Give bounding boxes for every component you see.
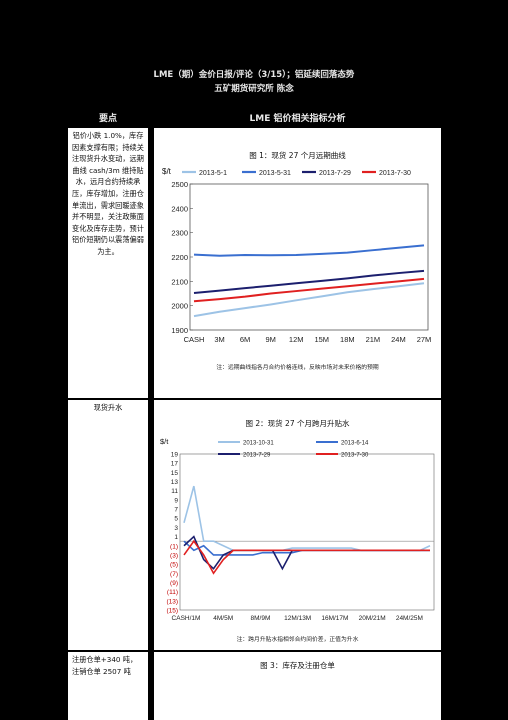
x-tick-label: 9M — [265, 335, 275, 344]
y-tick-label: 1900 — [171, 326, 188, 335]
unit-label: $/t — [162, 167, 172, 176]
x-tick-label: 21M — [366, 335, 381, 344]
chart3-title: 图 3：库存及注册仓单 — [260, 661, 335, 670]
legend-label: 2013-5-1 — [199, 170, 227, 177]
x-tick-label: 3M — [214, 335, 224, 344]
y-tick-label: 11 — [171, 488, 178, 495]
y-tick-label: (13) — [166, 598, 178, 605]
legend-label: 2013-6-14 — [341, 441, 369, 447]
x-tick-label: 18M — [340, 335, 355, 344]
y-tick-label: (1) — [170, 543, 178, 550]
y-tick-label: 2500 — [171, 180, 188, 189]
x-tick-label: 15M — [314, 335, 329, 344]
row1-left-text: 铝价小跌 1.0%，库存因素支撑有限；持续关注现货升水变动，远期曲线 cash/… — [72, 131, 144, 256]
y-tick-label: 2100 — [171, 277, 188, 286]
x-tick-label: 12M — [289, 335, 304, 344]
x-tick-label: 24M/25M — [396, 615, 423, 622]
y-tick-label: (5) — [170, 562, 178, 569]
row2-left-cell: 现货升水 — [68, 400, 148, 650]
y-tick-label: 19 — [171, 452, 179, 459]
y-tick-label: 7 — [174, 507, 178, 514]
y-tick-label: (3) — [170, 552, 178, 559]
x-tick-label: 6M — [240, 335, 250, 344]
series-line — [193, 282, 425, 318]
y-tick-label: 2200 — [171, 253, 188, 262]
row1-right-cell: 图 1：现货 27 个月远期曲线 $/t 1900 2000 2100 2200 2300… — [154, 128, 441, 398]
x-tick-label: 16M/17M — [321, 615, 348, 622]
y-tick-label: 5 — [174, 516, 178, 523]
chart2-note: 注：跨月升贴水指相邻合约间价差，正值为升水 — [236, 637, 359, 643]
x-tick-label: 12M/13M — [284, 615, 311, 622]
x-tick-label: CASH — [184, 335, 205, 344]
x-tick-label: 24M — [391, 335, 406, 344]
series-line — [193, 269, 425, 295]
row1-left-cell: 铝价小跌 1.0%，库存因素支撑有限；持续关注现货升水变动，远期曲线 cash/… — [68, 128, 148, 398]
report-title: LME（期）金价日报/评论（3/15）；铝延续回落态势 — [153, 70, 355, 80]
row3-left-cell: 注册仓单+340 吨，注销仓单 2507 吨 — [68, 652, 148, 720]
series-line — [193, 244, 425, 257]
row2-left-text: 现货升水 — [93, 403, 123, 412]
series-line — [193, 277, 425, 303]
y-tick-label: (7) — [170, 571, 178, 578]
y-tick-label: 3 — [174, 525, 178, 532]
y-tick-label: (11) — [167, 589, 178, 596]
col-head-analysis: LME 铝价相关指标分析 — [154, 112, 441, 126]
legend-label: 2013-7-30 — [341, 453, 369, 459]
y-tick-label: 2000 — [171, 302, 188, 311]
y-tick-label: (15) — [166, 608, 178, 615]
plot-area — [189, 183, 429, 331]
y-tick-label: 15 — [171, 470, 179, 477]
x-tick-label: 20M/21M — [359, 615, 386, 622]
col-head-points: 要点 — [68, 112, 148, 126]
plot-area — [179, 453, 435, 611]
y-tick-label: 17 — [171, 461, 179, 468]
chart1-title: 图 1：现货 27 个月远期曲线 — [249, 151, 346, 160]
forward-curve-chart: $/t 1900 2000 2100 2200 2300 2400 2500 CASH 3M 6M 9… — [162, 167, 432, 344]
legend-label: 2013-7-29 — [243, 453, 271, 459]
y-tick-label: (9) — [170, 580, 178, 587]
spread-chart: $/t19 17 15 13 11 9 7 5 3 1 (1) (3) (5) (7) (9) (11) (13… — [160, 437, 435, 622]
series-line — [183, 539, 430, 575]
x-tick-label: CASH/1M — [172, 615, 201, 622]
report-author: 五矿期货研究所 陈念 — [214, 84, 294, 94]
row2-right-cell: 图 2：现货 27 个月跨月升贴水 $/t 19 17 15 13 11 9 7 5 3 1 (1) (… — [154, 400, 441, 650]
chart2-title: 图 2：现货 27 个月跨月升贴水 — [245, 419, 350, 428]
row3-left-text: 注册仓单+340 吨，注销仓单 2507 吨 — [72, 655, 138, 676]
legend-label: 2013-10-31 — [243, 441, 274, 447]
unit-label: $/t — [160, 437, 169, 446]
y-tick-label: 1 — [174, 534, 178, 541]
legend-label: 2013-5-31 — [259, 170, 291, 177]
y-tick-label: 2300 — [171, 229, 188, 238]
x-tick-label: 27M — [417, 335, 432, 344]
y-tick-label: 13 — [171, 479, 179, 486]
legend-label: 2013-7-30 — [379, 170, 411, 177]
y-tick-label: 2400 — [171, 204, 188, 213]
x-tick-label: 4M/5M — [213, 615, 233, 622]
x-tick-label: 8M/9M — [251, 615, 271, 622]
row3-right-cell: 图 3：库存及注册仓单 — [154, 652, 441, 720]
chart1-note: 注：远期曲线指各月合约价格连线，反映市场对未来价格的预期 — [216, 365, 379, 371]
legend-label: 2013-7-29 — [319, 170, 351, 177]
y-tick-label: 9 — [174, 497, 178, 504]
